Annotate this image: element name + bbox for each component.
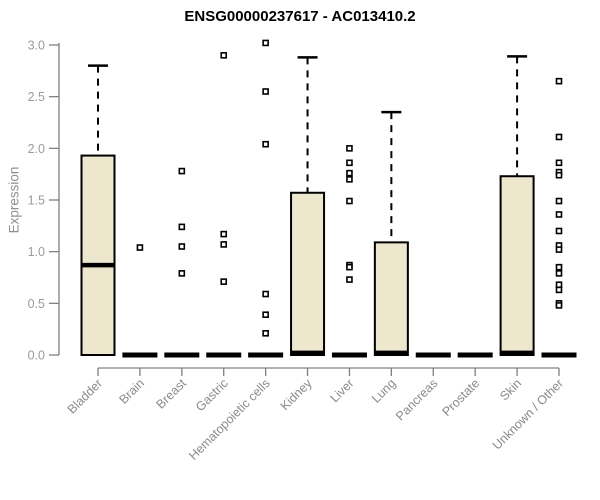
outlier-point-liver <box>346 276 353 283</box>
x-tick-label-unknown-other: Unknown / Other <box>490 376 566 452</box>
outlier-point-breast <box>178 243 186 250</box>
outlier-point-unknown-other <box>555 211 563 218</box>
outlier-point-gastric <box>220 230 228 238</box>
x-tick-label-liver: Liver <box>328 376 357 405</box>
y-tick-label: 0.0 <box>28 349 45 363</box>
outlier-point-breast <box>178 223 186 231</box>
outlier-point-unknown-other <box>555 77 563 85</box>
outlier-point-unknown-other <box>555 197 563 205</box>
x-tick-label-hematopoietic-cells: Hematopoietic cells <box>186 376 273 463</box>
x-tick-label-skin: Skin <box>497 376 524 403</box>
flat-box-pancreas <box>415 352 451 358</box>
x-tick-label-breast: Breast <box>153 376 189 412</box>
outlier-point-hematopoietic-cells <box>262 330 269 337</box>
box-skin <box>499 175 535 356</box>
outlier-point-breast <box>178 167 186 175</box>
outlier-point-unknown-other <box>555 227 563 235</box>
outlier-point-unknown-other <box>555 281 563 289</box>
x-tick-label-pancreas: Pancreas <box>393 376 440 423</box>
y-tick-label: 1.5 <box>28 194 45 208</box>
chart-title: ENSG00000237617 - AC013410.2 <box>184 8 416 25</box>
x-tick-label-kidney: Kidney <box>278 376 315 413</box>
box-lung <box>373 241 409 357</box>
flat-box-hematopoietic-cells <box>248 352 284 358</box>
outlier-point-unknown-other <box>555 171 563 179</box>
outlier-point-unknown-other <box>555 302 563 309</box>
outlier-point-hematopoietic-cells <box>262 140 269 148</box>
x-tick-label-lung: Lung <box>369 376 399 406</box>
flat-box-unknown-other <box>541 352 577 358</box>
box-kidney <box>290 191 326 356</box>
outlier-point-gastric <box>220 241 228 248</box>
outlier-point-unknown-other <box>555 159 563 167</box>
outlier-point-hematopoietic-cells <box>262 88 269 95</box>
y-tick-label: 2.0 <box>28 142 45 156</box>
outlier-point-liver <box>346 159 353 167</box>
x-tick-label-prostate: Prostate <box>439 376 482 419</box>
box-bladder <box>80 154 116 356</box>
x-tick-label-brain: Brain <box>116 376 147 407</box>
flat-box-breast <box>164 352 200 358</box>
outlier-point-hematopoietic-cells <box>262 39 269 47</box>
y-tick-label: 2.5 <box>28 90 45 104</box>
outlier-point-breast <box>178 270 186 277</box>
flat-box-gastric <box>206 352 242 358</box>
y-tick-label: 3.0 <box>28 39 45 53</box>
outlier-point-gastric <box>220 52 228 59</box>
flat-box-prostate <box>457 352 493 358</box>
outlier-point-unknown-other <box>555 270 563 277</box>
flat-box-liver <box>331 352 367 358</box>
outlier-point-brain <box>136 244 144 251</box>
x-tick-label-gastric: Gastric <box>193 376 231 414</box>
flat-box-brain <box>122 352 158 358</box>
outlier-point-hematopoietic-cells <box>262 290 269 298</box>
outlier-point-unknown-other <box>555 133 563 141</box>
outlier-point-liver <box>346 263 353 271</box>
outlier-point-hematopoietic-cells <box>262 311 269 319</box>
outlier-point-liver <box>346 169 353 177</box>
outlier-point-unknown-other <box>555 246 563 253</box>
y-tick-label: 0.5 <box>28 297 45 311</box>
y-tick-label: 1.0 <box>28 245 45 259</box>
outlier-point-liver <box>346 197 353 205</box>
outlier-point-gastric <box>220 278 228 285</box>
outlier-point-unknown-other <box>555 263 563 271</box>
outlier-point-liver <box>346 176 353 183</box>
outlier-point-liver <box>346 145 353 152</box>
outlier-point-unknown-other <box>555 286 563 294</box>
x-tick-label-bladder: Bladder <box>65 376 105 416</box>
